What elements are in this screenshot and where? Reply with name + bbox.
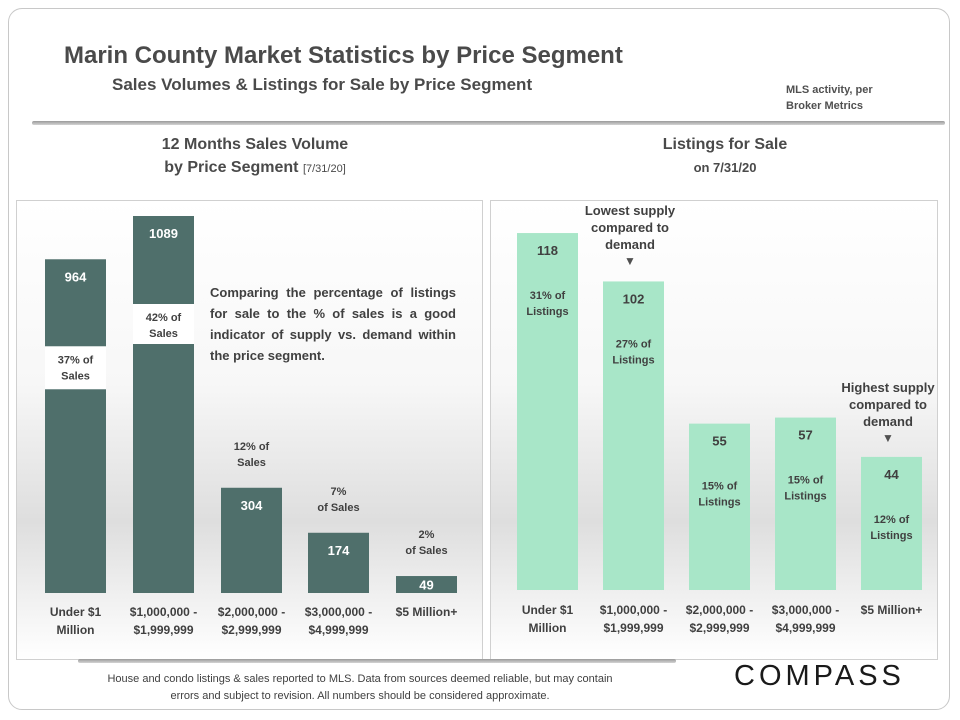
supply-demand-note: Comparing the percentage of listings for… — [210, 285, 456, 363]
listings-value-label: 44 — [884, 467, 899, 482]
listings-bar — [517, 233, 578, 591]
sales-pct-label: Sales — [61, 370, 90, 382]
header-divider — [32, 121, 945, 125]
listings-value-label: 118 — [537, 243, 558, 258]
listings-bar — [861, 456, 922, 590]
lowest-supply-callout: Lowest supply compared to demand ▼ — [575, 202, 685, 270]
listings-pct-label: 31% of — [530, 290, 566, 302]
sales-category-label: Under $1 — [50, 605, 102, 619]
sales-pct-label: 2% — [419, 529, 435, 541]
down-arrow-icon: ▼ — [624, 254, 636, 268]
sales-heading-line2: by Price Segment — [164, 159, 299, 176]
lowest-supply-line3: demand — [605, 237, 655, 252]
listings-category-label: $2,000,000 - — [686, 603, 753, 617]
listings-chart-heading: Listings for Sale on 7/31/20 — [610, 133, 840, 179]
listings-value-label: 57 — [798, 428, 812, 443]
page-title: Marin County Market Statistics by Price … — [64, 42, 623, 69]
sales-pct-label: 12% of — [234, 441, 270, 453]
listings-value-label: 55 — [712, 434, 726, 449]
listings-category-label: $5 Million+ — [861, 603, 923, 617]
sales-pct-label: Sales — [149, 328, 178, 340]
highest-supply-callout: Highest supply compared to demand ▼ — [833, 379, 943, 447]
listings-category-label: Million — [529, 621, 567, 635]
sales-value-label: 174 — [328, 543, 350, 558]
listings-heading-line2: on 7/31/20 — [693, 160, 757, 175]
sales-pct-label: 37% of — [58, 354, 94, 366]
sales-pct-box — [133, 304, 194, 344]
listings-pct-label: Listings — [870, 530, 912, 542]
listings-value-label: 102 — [623, 291, 645, 306]
source-note: MLS activity, per Broker Metrics — [786, 84, 873, 112]
listings-bar — [689, 423, 750, 590]
sales-bar — [45, 259, 106, 593]
listings-pct-label: 15% of — [788, 475, 824, 487]
lowest-supply-line1: Lowest supply — [584, 203, 676, 218]
listings-pct-label: Listings — [526, 306, 568, 318]
page-subtitle: Sales Volumes & Listings for Sale by Pri… — [112, 75, 533, 94]
sales-category-label: $2,999,999 — [221, 623, 281, 637]
listings-category-label: $1,999,999 — [603, 621, 663, 635]
sales-value-label: 964 — [65, 269, 87, 284]
sales-pct-label: Sales — [237, 457, 266, 469]
sales-heading-date: [7/31/20] — [302, 163, 346, 175]
listings-pct-label: Listings — [698, 497, 740, 509]
down-arrow-icon: ▼ — [882, 431, 894, 445]
sales-pct-label: of Sales — [317, 502, 359, 514]
listings-category-label: $4,999,999 — [775, 621, 835, 635]
sales-chart-heading: 12 Months Sales Volume by Price Segment … — [150, 133, 360, 181]
listings-heading-line1: Listings for Sale — [662, 136, 788, 153]
lowest-supply-line2: compared to — [590, 220, 669, 235]
listings-category-label: $2,999,999 — [689, 621, 749, 635]
listings-pct-label: Listings — [784, 491, 826, 503]
sales-heading-line1: 12 Months Sales Volume — [161, 136, 349, 153]
sales-value-label: 304 — [241, 498, 263, 513]
sales-pct-label: 42% of — [146, 312, 182, 324]
sales-pct-label: of Sales — [405, 545, 447, 557]
listings-bar — [775, 417, 836, 590]
listings-category-label: $1,000,000 - — [600, 603, 667, 617]
listings-pct-label: 12% of — [874, 514, 910, 526]
sales-value-label: 49 — [419, 578, 433, 593]
listings-pct-label: 27% of — [616, 338, 652, 350]
sales-pct-box — [45, 346, 106, 390]
compass-logo: COMPASS — [734, 660, 905, 692]
sales-category-label: $1,000,000 - — [130, 605, 197, 619]
sales-bar — [133, 216, 194, 593]
listings-category-label: $3,000,000 - — [772, 603, 839, 617]
listings-category-label: Under $1 — [522, 603, 574, 617]
sales-category-label: Million — [57, 623, 95, 637]
sales-bar — [396, 576, 457, 593]
highest-supply-line1: Highest supply — [841, 380, 935, 395]
footer-divider — [78, 659, 676, 663]
sales-bar — [308, 532, 369, 593]
sales-bar — [221, 487, 282, 593]
listings-bar — [603, 281, 664, 590]
sales-category-label: $4,999,999 — [308, 623, 368, 637]
sales-category-label: $2,000,000 - — [218, 605, 285, 619]
sales-category-label: $3,000,000 - — [305, 605, 372, 619]
sales-pct-label: 7% — [331, 486, 347, 498]
sales-category-label: $1,999,999 — [133, 623, 193, 637]
highest-supply-line3: demand — [863, 414, 913, 429]
disclaimer: House and condo listings & sales reporte… — [107, 673, 613, 702]
highest-supply-line2: compared to — [848, 397, 927, 412]
listings-pct-label: 15% of — [702, 481, 738, 493]
listings-pct-label: Listings — [612, 354, 654, 366]
sales-category-label: $5 Million+ — [396, 605, 458, 619]
sales-value-label: 1089 — [149, 226, 178, 241]
